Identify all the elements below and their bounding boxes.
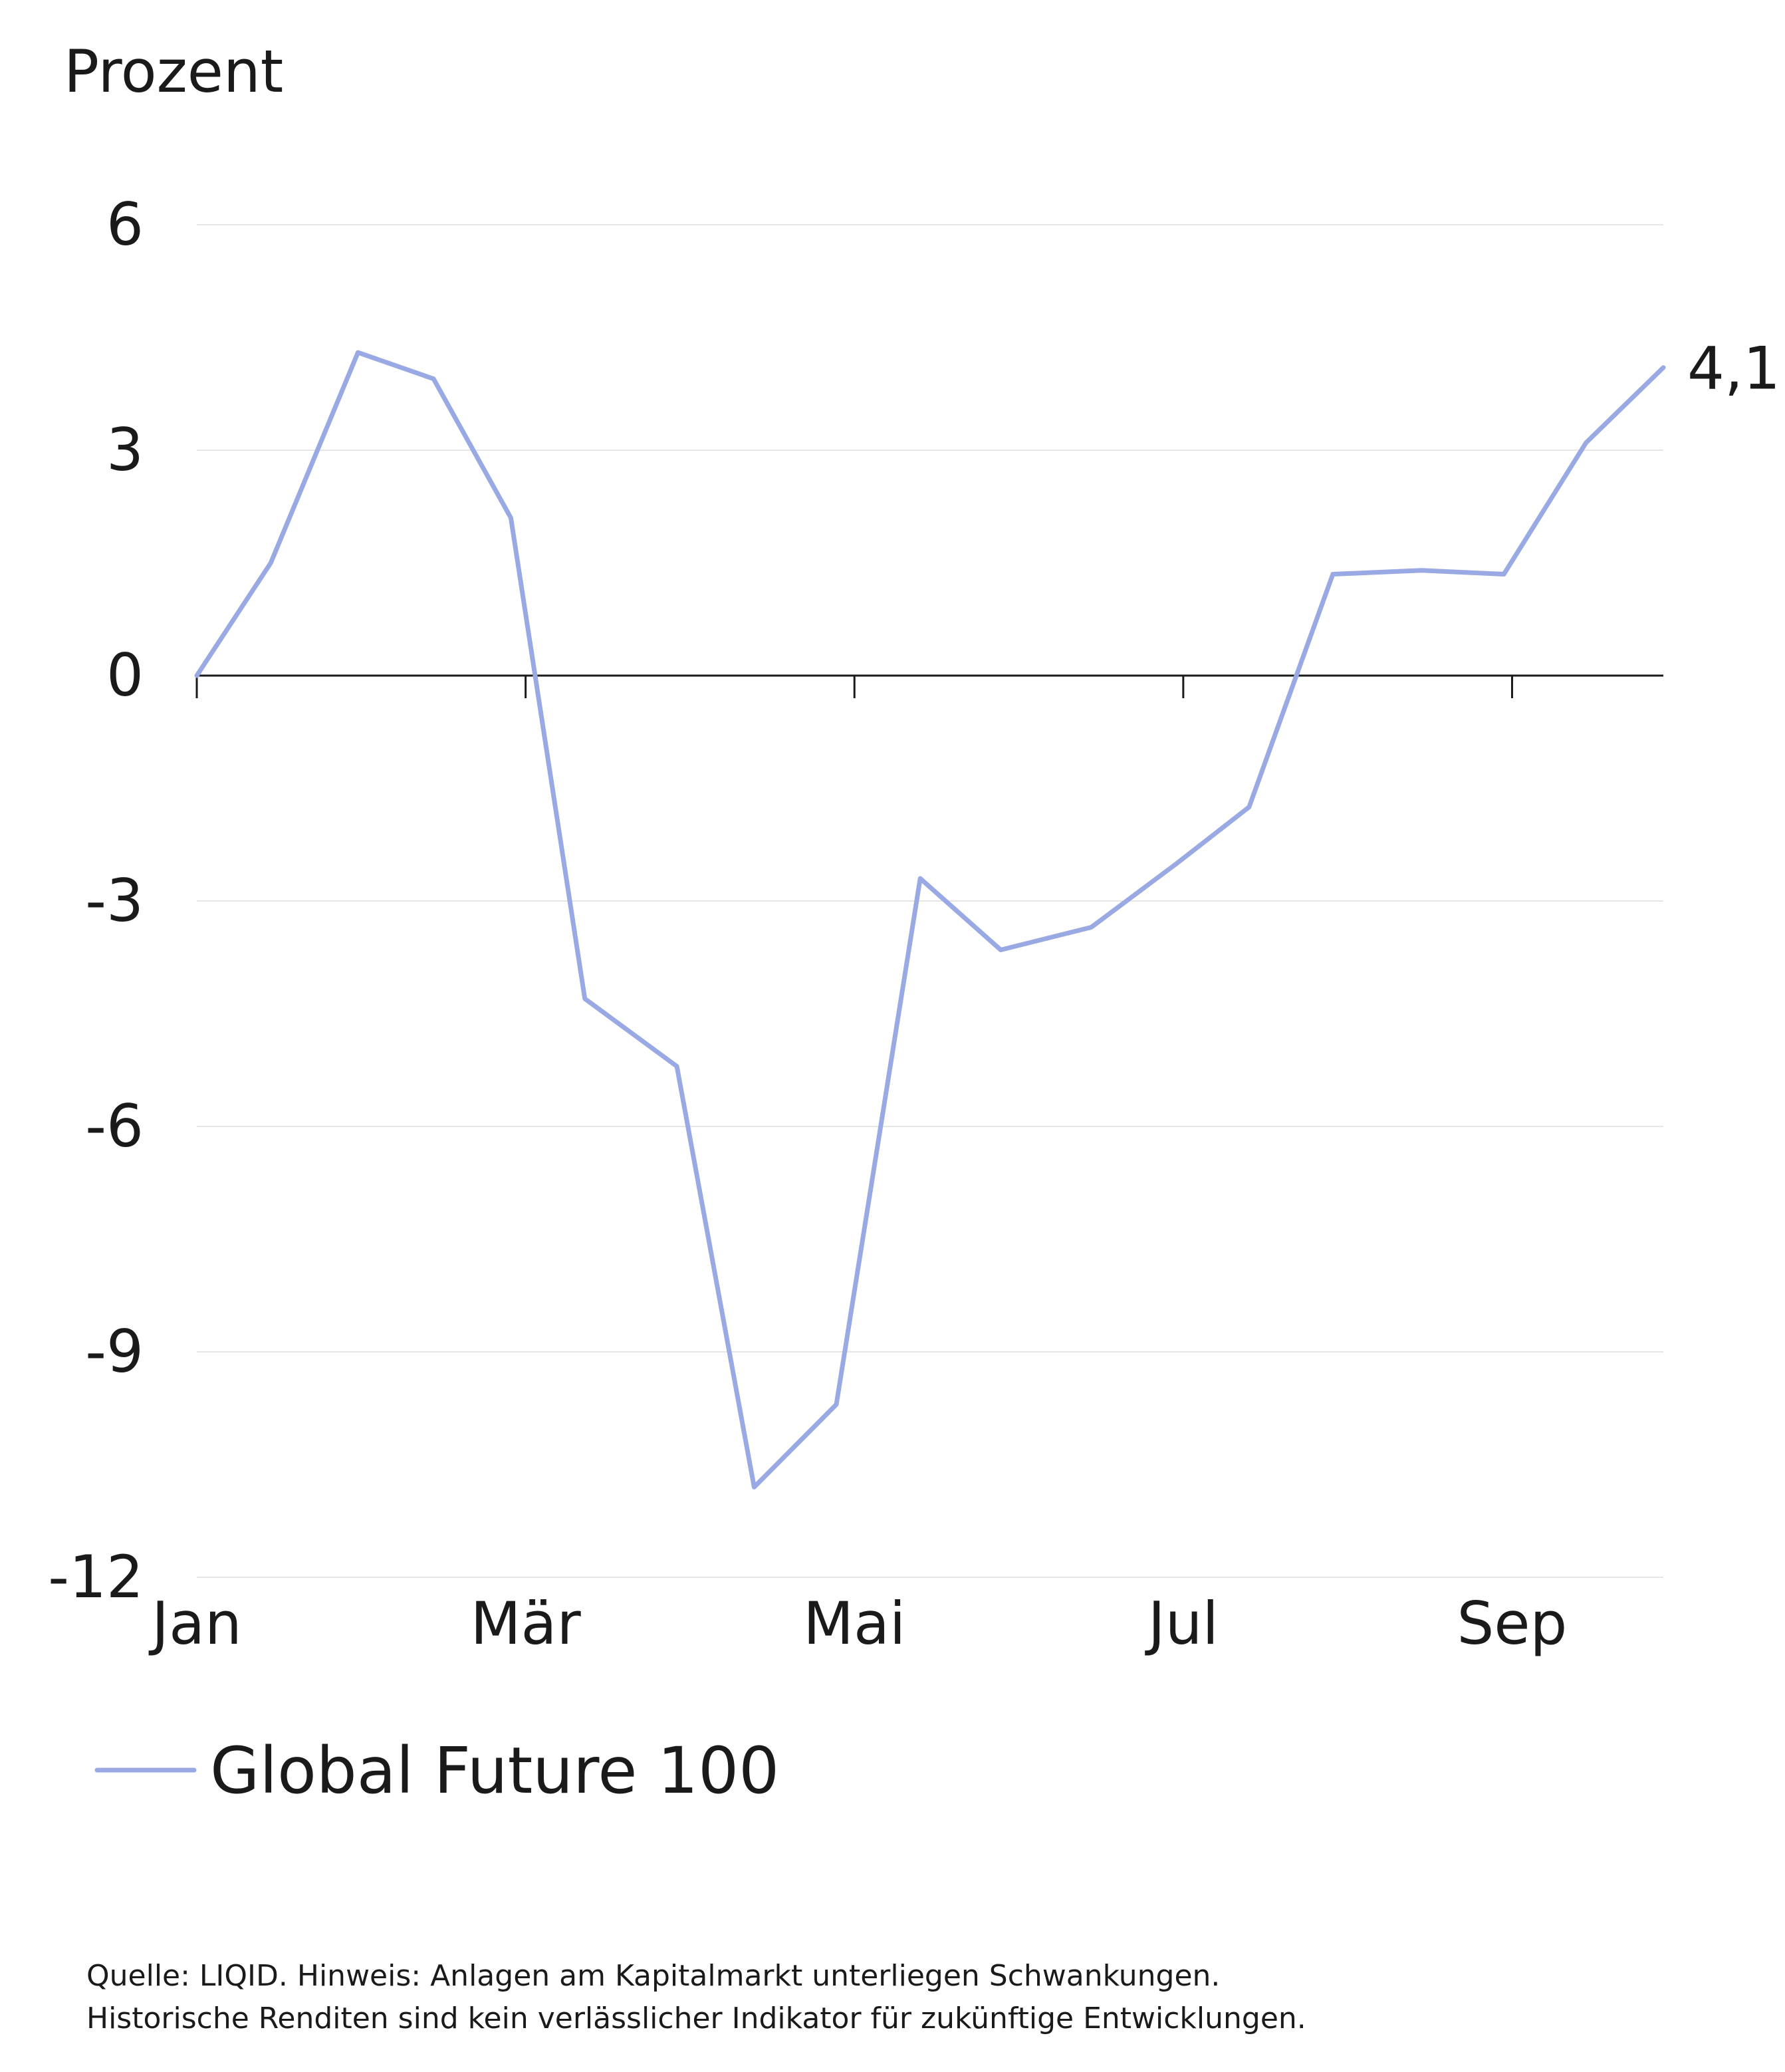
x-tick-labels: Jan Mär Mai Jul Sep: [148, 1589, 1567, 1658]
y-tick-label: -3: [85, 866, 144, 935]
gridlines: [197, 224, 1663, 1578]
x-tick-label: Jan: [148, 1589, 242, 1658]
y-tick-labels: 6 3 0 -3 -6 -9 -12: [48, 190, 144, 1611]
series-line: [194, 350, 1666, 1489]
x-tick-label: Jul: [1145, 1589, 1219, 1658]
y-tick-label: 0: [106, 641, 144, 710]
legend-label: Global Future 100: [210, 1734, 779, 1808]
x-tick-label: Mär: [471, 1589, 582, 1658]
y-tick-label: 3: [106, 416, 144, 484]
y-tick-label: -12: [48, 1543, 144, 1611]
y-axis-label: Prozent: [64, 37, 283, 106]
x-tick-label: Sep: [1457, 1589, 1568, 1658]
y-tick-label: -6: [85, 1092, 144, 1160]
y-tick-label: -9: [85, 1317, 144, 1386]
y-tick-label: 6: [106, 190, 144, 259]
end-value-label: 4,1: [1687, 334, 1780, 403]
legend: Global Future 100: [94, 1734, 779, 1808]
source-note-line2: Historische Renditen sind kein verlässli…: [86, 2002, 1306, 2035]
source-note-line1: Quelle: LIQID. Hinweis: Anlagen am Kapit…: [86, 1959, 1220, 1993]
x-ticks: [195, 676, 1513, 698]
series-group: [194, 350, 1666, 1489]
x-tick-label: Mai: [803, 1589, 905, 1658]
